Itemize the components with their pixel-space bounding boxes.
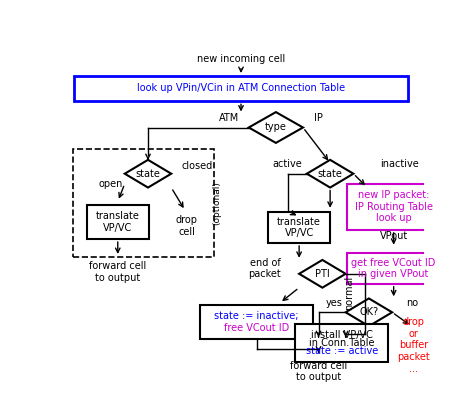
Polygon shape	[299, 260, 346, 288]
Text: end of
packet: end of packet	[248, 257, 281, 279]
Text: no: no	[406, 298, 418, 308]
Bar	[200, 305, 313, 339]
Text: in Conn.Table: in Conn.Table	[309, 338, 374, 348]
Text: yes: yes	[325, 298, 342, 308]
Text: new IP packet:
IP Routing Table
look up: new IP packet: IP Routing Table look up	[355, 190, 433, 224]
Text: VPout: VPout	[380, 231, 408, 241]
Text: drop
cell: drop cell	[176, 215, 198, 237]
Polygon shape	[249, 112, 303, 143]
Text: look up VPin/VCin in ATM Connection Table: look up VPin/VCin in ATM Connection Tabl…	[137, 83, 345, 93]
Text: normal: normal	[344, 276, 355, 310]
Text: state: state	[136, 169, 161, 179]
Text: open: open	[98, 179, 123, 189]
Text: install VP/VC: install VP/VC	[311, 330, 373, 340]
Bar	[87, 205, 149, 239]
Text: ATM: ATM	[219, 113, 239, 123]
Text: state := active: state := active	[306, 346, 378, 356]
Text: forward cell
to output: forward cell to output	[89, 262, 146, 283]
Bar	[73, 149, 214, 257]
Polygon shape	[307, 160, 353, 188]
Text: translate
VP/VC: translate VP/VC	[277, 217, 321, 238]
Text: drop
or
buffer
packet
...: drop or buffer packet ...	[398, 317, 430, 374]
Bar	[347, 253, 440, 284]
Text: OK?: OK?	[359, 307, 378, 317]
Text: closed: closed	[181, 161, 212, 171]
Polygon shape	[346, 298, 392, 326]
Bar	[347, 184, 440, 230]
Text: (optional): (optional)	[212, 181, 221, 225]
Text: translate
VP/VC: translate VP/VC	[96, 211, 140, 233]
Text: new incoming cell: new incoming cell	[197, 54, 285, 64]
Polygon shape	[125, 160, 171, 188]
Text: free VCout ID: free VCout ID	[224, 324, 289, 333]
Text: state := inactive;: state := inactive;	[214, 311, 299, 321]
Text: IP: IP	[314, 113, 323, 123]
Text: get free VCout ID
in given VPout: get free VCout ID in given VPout	[351, 257, 436, 279]
Bar	[295, 324, 388, 362]
Text: type: type	[265, 122, 287, 133]
Text: active: active	[273, 160, 302, 169]
Bar	[268, 212, 330, 243]
Text: inactive: inactive	[381, 160, 419, 169]
Text: PTI: PTI	[315, 269, 330, 279]
Text: state: state	[317, 169, 342, 179]
Text: forward cell
to output: forward cell to output	[290, 361, 347, 382]
Bar	[74, 76, 407, 100]
